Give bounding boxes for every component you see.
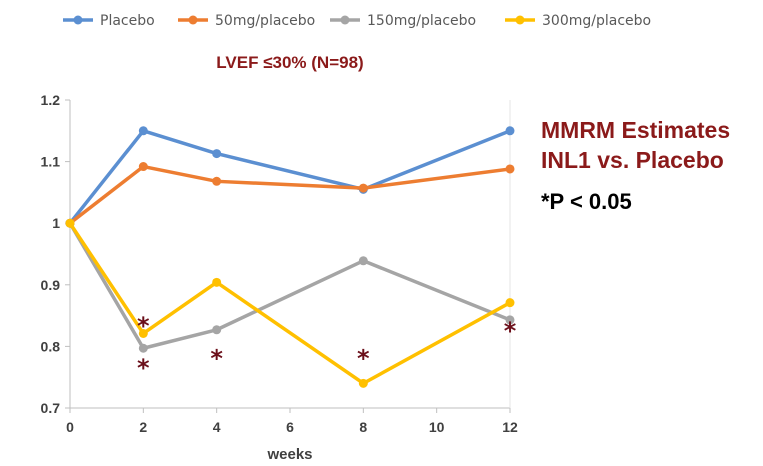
y-tick-label: 0.7 <box>41 400 61 416</box>
significance-star: * <box>137 312 150 340</box>
significance-star: * <box>504 317 517 345</box>
data-point-50mg-placebo <box>505 164 515 174</box>
x-tick-label: 8 <box>359 419 367 435</box>
data-point-150mg-placebo <box>505 315 515 325</box>
y-tick-label: 1 <box>52 215 60 231</box>
x-axis-label: weeks <box>266 446 312 463</box>
data-point-300mg-placebo <box>138 328 148 338</box>
y-tick-label: 0.8 <box>41 338 61 354</box>
legend-label: 50mg/placebo <box>215 13 315 29</box>
legend: Placebo 50mg/placebo 150mg/placebo 300mg/pl… <box>63 13 651 29</box>
legend-swatch-marker <box>188 15 198 25</box>
series-line-300mg-placebo <box>68 221 512 386</box>
significance-note: *P < 0.05 <box>541 189 632 214</box>
data-point-150mg-placebo <box>212 325 222 335</box>
x-tick-label: 0 <box>66 419 74 435</box>
x-tick-label: 4 <box>213 419 221 435</box>
legend-label: 150mg/placebo <box>367 13 476 29</box>
legend-item-150mg-placebo: 150mg/placebo <box>330 13 476 29</box>
chart-title: LVEF ≤30% (N=98) <box>216 53 363 72</box>
data-point-placebo <box>212 149 222 159</box>
significance-markers: * * * * * <box>137 312 517 382</box>
data-point-300mg-placebo <box>358 378 368 388</box>
legend-label: 300mg/placebo <box>542 13 651 29</box>
data-point-50mg-placebo <box>138 162 148 172</box>
significance-star: * <box>210 345 223 373</box>
x-axis-ticks: 0 2 4 6 8 10 12 <box>66 408 518 435</box>
data-point-placebo <box>505 126 515 136</box>
significance-star: * <box>357 345 370 373</box>
x-tick-label: 2 <box>139 419 147 435</box>
series-300mg-placebo <box>65 218 515 388</box>
x-tick-label: 10 <box>429 419 445 435</box>
legend-item-300mg-placebo: 300mg/placebo <box>505 13 651 29</box>
y-axis-ticks: 0.7 0.8 0.9 1 1.1 1.2 <box>41 92 70 416</box>
plot-frame <box>69 100 511 409</box>
data-point-150mg-placebo <box>138 343 148 353</box>
data-point-300mg-placebo <box>505 298 515 308</box>
y-tick-label: 1.1 <box>41 154 61 170</box>
significance-star: * <box>137 354 150 382</box>
series-line-50mg-placebo <box>68 164 512 225</box>
data-point-150mg-placebo <box>358 256 368 266</box>
legend-swatch-marker <box>515 15 525 25</box>
y-tick-label: 1.2 <box>41 92 61 108</box>
legend-item-50mg-placebo: 50mg/placebo <box>178 13 315 29</box>
data-point-300mg-placebo <box>212 277 222 287</box>
x-tick-label: 6 <box>286 419 294 435</box>
y-tick-label: 0.9 <box>41 277 61 293</box>
series-group <box>65 126 515 388</box>
legend-swatch-marker <box>340 15 350 25</box>
data-point-300mg-placebo <box>65 218 75 228</box>
legend-label: Placebo <box>100 13 155 29</box>
x-tick-label: 12 <box>502 419 518 435</box>
data-point-50mg-placebo <box>212 176 222 186</box>
data-point-placebo <box>138 126 148 136</box>
legend-swatch-marker <box>73 15 83 25</box>
legend-item-placebo: Placebo <box>63 13 155 29</box>
data-point-50mg-placebo <box>358 183 368 193</box>
series-line-150mg-placebo <box>68 221 512 350</box>
side-title-line1: MMRM Estimates <box>541 117 730 143</box>
side-title-line2: INL1 vs. Placebo <box>541 147 724 173</box>
